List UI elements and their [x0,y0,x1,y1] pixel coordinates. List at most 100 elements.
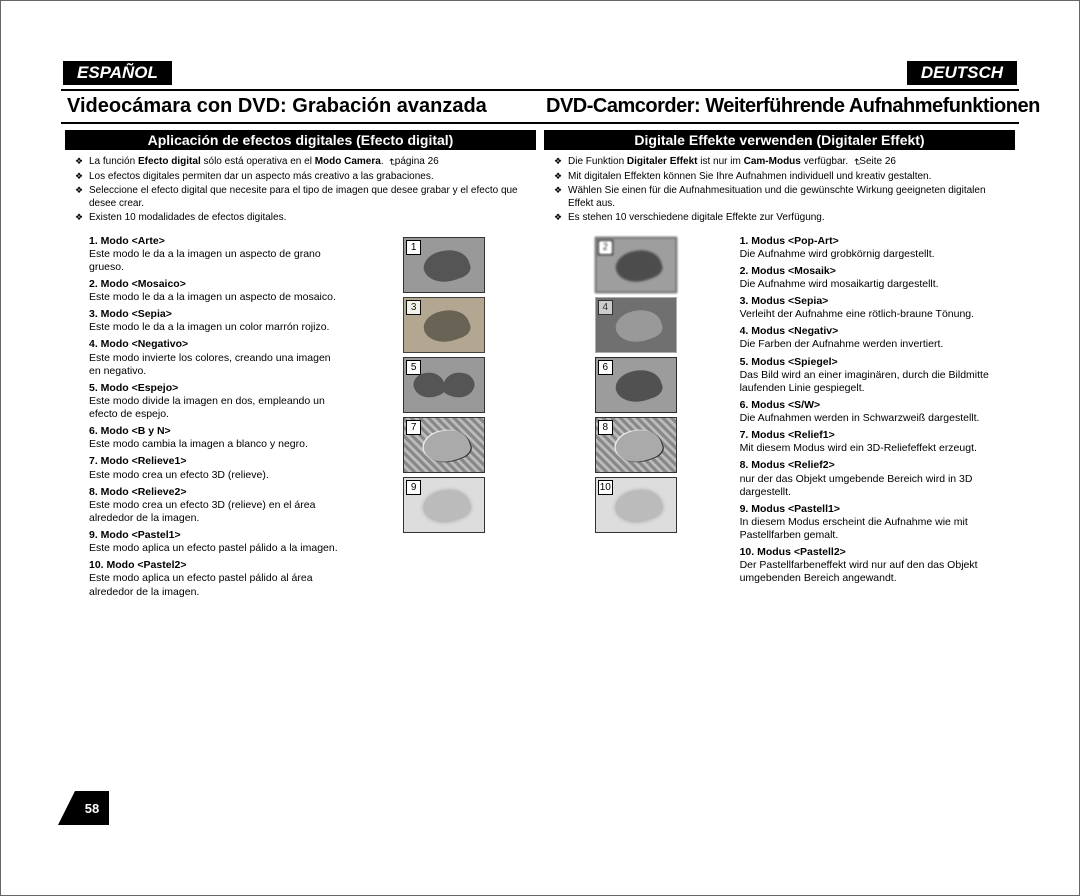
mode-title: 9. Modo <Pastel1> [89,529,340,542]
thumbnail-number: 7 [406,420,421,435]
effect-thumbnail: 3 [403,297,485,353]
language-labels: ESPAÑOL DEUTSCH [61,61,1019,85]
page-number: 58 [75,791,109,825]
title-left: Videocámara con DVD: Grabación avanzada [61,91,540,122]
effect-thumbnail: 1 [403,237,485,293]
mode-title: 3. Modus <Sepia> [740,295,1013,308]
thumbnail-number: 6 [598,360,613,375]
effect-thumbnail: 6 [595,357,677,413]
mode-item: 5. Modus <Spiegel>Das Bild wird an einer… [740,356,1013,395]
subtitle-left: Aplicación de efectos digitales (Efecto … [65,130,536,150]
mode-title: 8. Modo <Relieve2> [89,486,340,499]
bullet-item: Es stehen 10 verschiedene digitale Effek… [554,212,1007,225]
mode-title: 6. Modus <S/W> [740,399,1013,412]
thumbnails-right: 2 4 6 8 10 [540,235,732,590]
thumbnail-number: 2 [598,240,613,255]
bullet-item: Seleccione el efecto digital que necesit… [75,185,528,210]
mode-desc: In diesem Modus erscheint die Aufnahme w… [740,516,1013,542]
mode-title: 1. Modus <Pop-Art> [740,235,1013,248]
lang-left-label: ESPAÑOL [63,61,172,85]
mode-item: 7. Modus <Relief1>Mit diesem Modus wird … [740,429,1013,455]
mode-title: 2. Modus <Mosaik> [740,265,1013,278]
mode-item: 4. Modus <Negativ>Die Farben der Aufnahm… [740,325,1013,351]
mode-item: 2. Modus <Mosaik>Die Aufnahme wird mosai… [740,265,1013,291]
mode-list-german: 1. Modus <Pop-Art>Die Aufnahme wird grob… [732,235,1019,590]
thumbnail-number: 1 [406,240,421,255]
mode-title: 7. Modo <Relieve1> [89,455,340,468]
mode-title: 5. Modo <Espejo> [89,382,340,395]
mode-item: 6. Modo <B y N>Este modo cambia la image… [89,425,340,451]
mode-title: 2. Modo <Mosaico> [89,278,340,291]
mode-desc: Este modo le da a la imagen un color mar… [89,321,340,334]
mode-item: 8. Modus <Relief2>nur der das Objekt umg… [740,459,1013,498]
mode-desc: Este modo le da a la imagen un aspecto d… [89,248,340,274]
mode-item: 3. Modo <Sepia>Este modo le da a la imag… [89,308,340,334]
thumbnail-number: 8 [598,420,613,435]
effect-thumbnail: 2 [595,237,677,293]
mode-title: 6. Modo <B y N> [89,425,340,438]
bullet-item: Mit digitalen Effekten können Sie Ihre A… [554,171,1007,184]
mode-desc: Der Pastellfarbeneffekt wird nur auf den… [740,559,1013,585]
effect-thumbnail: 4 [595,297,677,353]
mode-title: 10. Modo <Pastel2> [89,559,340,572]
mode-title: 8. Modus <Relief2> [740,459,1013,472]
mode-title: 3. Modo <Sepia> [89,308,340,321]
effect-thumbnail: 9 [403,477,485,533]
mode-item: 10. Modus <Pastell2>Der Pastellfarbeneff… [740,546,1013,585]
mode-desc: Este modo divide la imagen en dos, emple… [89,395,340,421]
mode-item: 1. Modo <Arte>Este modo le da a la image… [89,235,340,274]
thumbnail-number: 4 [598,300,613,315]
col-german: Die Funktion Digitaler Effekt ist nur im… [540,156,1019,603]
mode-title: 1. Modo <Arte> [89,235,340,248]
manual-page: ESPAÑOL DEUTSCH Videocámara con DVD: Gra… [61,61,1019,835]
mode-item: 6. Modus <S/W>Die Aufnahmen werden in Sc… [740,399,1013,425]
col-spanish: La función Efecto digital sólo está oper… [61,156,540,603]
bullet-item: Wählen Sie einen für die Aufnahmesituati… [554,185,1007,210]
bullet-item: Los efectos digitales permiten dar un as… [75,171,528,184]
mode-desc: Este modo le da a la imagen un aspecto d… [89,291,340,304]
mode-desc: Este modo aplica un efecto pastel pálido… [89,542,340,555]
thumbnail-number: 3 [406,300,421,315]
mode-title: 9. Modus <Pastell1> [740,503,1013,516]
mode-title: 4. Modo <Negativo> [89,338,340,351]
mode-item: 10. Modo <Pastel2>Este modo aplica un ef… [89,559,340,598]
mode-desc: Este modo aplica un efecto pastel pálido… [89,572,340,598]
effect-thumbnail: 10 [595,477,677,533]
bullet-item: La función Efecto digital sólo está oper… [75,156,528,169]
mode-title: 10. Modus <Pastell2> [740,546,1013,559]
effect-thumbnail: 8 [595,417,677,473]
mode-item: 3. Modus <Sepia>Verleiht der Aufnahme ei… [740,295,1013,321]
bullets-spanish: La función Efecto digital sólo está oper… [61,156,540,227]
mode-desc: Die Aufnahme wird grobkörnig dargestellt… [740,248,1013,261]
title-right: DVD-Camcorder: Weiterführende Aufnahmefu… [540,91,1019,122]
mode-item: 4. Modo <Negativo>Este modo invierte los… [89,338,340,377]
mode-desc: Die Aufnahmen werden in Schwarzweiß darg… [740,412,1013,425]
mode-title: 5. Modus <Spiegel> [740,356,1013,369]
thumbnail-number: 10 [598,480,613,495]
mode-title: 4. Modus <Negativ> [740,325,1013,338]
subtitle-row: Aplicación de efectos digitales (Efecto … [61,130,1019,150]
mode-desc: Este modo crea un efecto 3D (relieve). [89,469,340,482]
title-row: Videocámara con DVD: Grabación avanzada … [61,89,1019,124]
mode-item: 9. Modus <Pastell1>In diesem Modus ersch… [740,503,1013,542]
effect-thumbnail: 7 [403,417,485,473]
mode-desc: Die Aufnahme wird mosaikartig dargestell… [740,278,1013,291]
effect-thumbnail: 5 [403,357,485,413]
mode-desc: Este modo invierte los colores, creando … [89,352,340,378]
mode-item: 8. Modo <Relieve2>Este modo crea un efec… [89,486,340,525]
bullet-item: Existen 10 modalidades de efectos digita… [75,212,528,225]
mode-item: 7. Modo <Relieve1>Este modo crea un efec… [89,455,340,481]
mode-desc: Die Farben der Aufnahme werden invertier… [740,338,1013,351]
mode-item: 1. Modus <Pop-Art>Die Aufnahme wird grob… [740,235,1013,261]
mode-desc: Das Bild wird an einer imaginären, durch… [740,369,1013,395]
mode-item: 5. Modo <Espejo>Este modo divide la imag… [89,382,340,421]
mode-list-spanish: 1. Modo <Arte>Este modo le da a la image… [61,235,348,603]
bullets-german: Die Funktion Digitaler Effekt ist nur im… [540,156,1019,227]
main-columns: La función Efecto digital sólo está oper… [61,156,1019,603]
mode-title: 7. Modus <Relief1> [740,429,1013,442]
bullet-item: Die Funktion Digitaler Effekt ist nur im… [554,156,1007,169]
thumbnail-number: 9 [406,480,421,495]
mode-desc: Este modo crea un efecto 3D (relieve) en… [89,499,340,525]
mode-desc: Mit diesem Modus wird ein 3D-Reliefeffek… [740,442,1013,455]
lang-right-label: DEUTSCH [907,61,1017,85]
